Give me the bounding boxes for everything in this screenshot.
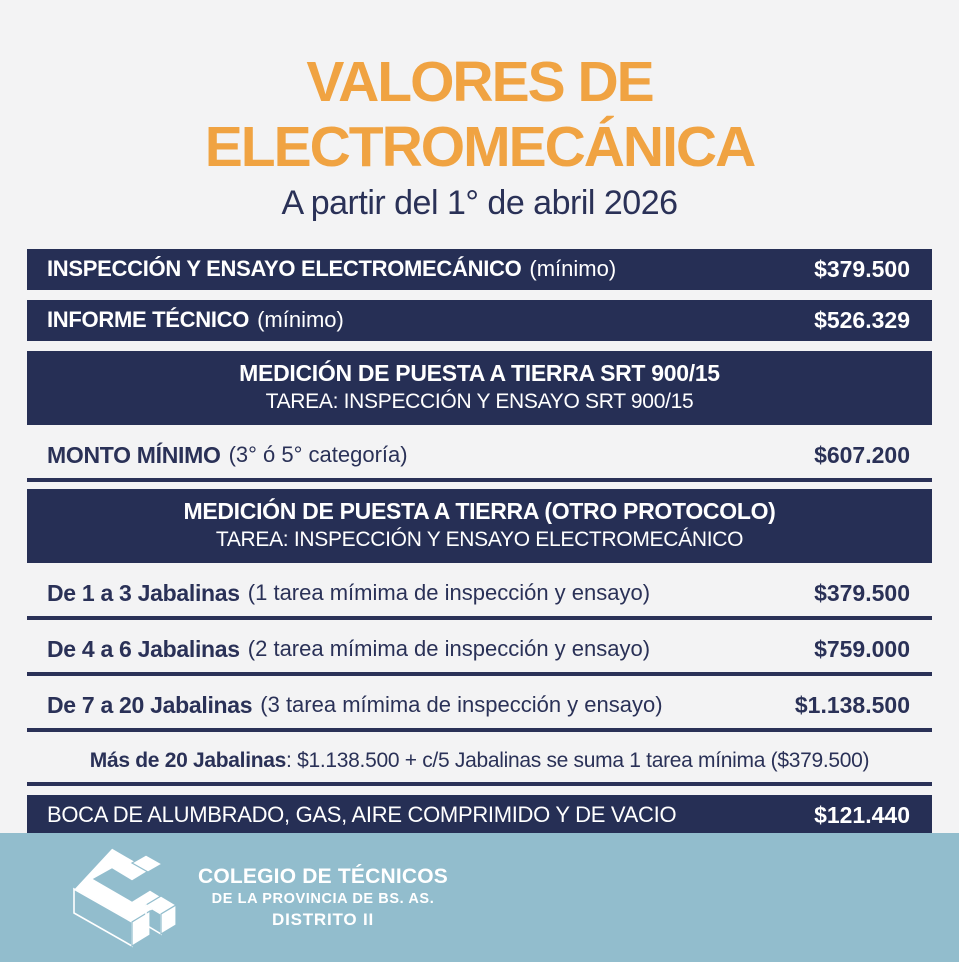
- row-price: $1.138.500: [794, 691, 910, 718]
- row-note: (3° ó 5° categoría): [228, 442, 408, 468]
- section-subtitle: TAREA: INSPECCIÓN Y ENSAYO ELECTROMECÁNI…: [215, 527, 744, 551]
- price-row-mas-de-20-jabalinas: Más de 20 Jabalinas: $1.138.500 + c/5 Ja…: [27, 739, 932, 786]
- row-label: INSPECCIÓN Y ENSAYO ELECTROMECÁNICO: [47, 256, 522, 282]
- row-price: $607.200: [814, 441, 910, 468]
- row-note: (1 tarea mímima de inspección y ensayo): [247, 580, 651, 606]
- org-name: COLEGIO DE TÉCNICOS: [198, 865, 448, 888]
- ct-isometric-logo-icon: [73, 846, 176, 947]
- row-price: $121.440: [814, 801, 910, 828]
- row-label: De 4 a 6 Jabalinas: [47, 635, 240, 662]
- row-price: $379.500: [814, 255, 910, 282]
- row-label: De 1 a 3 Jabalinas: [47, 579, 240, 606]
- section-header-puesta-tierra-srt: MEDICIÓN DE PUESTA A TIERRA SRT 900/15 T…: [27, 350, 932, 425]
- organization-name-block: COLEGIO DE TÉCNICOS DE LA PROVINCIA DE B…: [198, 865, 448, 930]
- price-row-4-6-jabalinas: De 4 a 6 Jabalinas (2 tarea mímima de in…: [27, 627, 932, 676]
- price-row-7-20-jabalinas: De 7 a 20 Jabalinas (3 tarea mímima de i…: [27, 683, 932, 732]
- section-title: MEDICIÓN DE PUESTA A TIERRA SRT 900/15: [239, 359, 720, 386]
- footer-band: COLEGIO DE TÉCNICOS DE LA PROVINCIA DE B…: [0, 833, 959, 962]
- page-title-line2: ELECTROMECÁNICA: [204, 114, 757, 179]
- row-note: (3 tarea mímima de inspección y ensayo): [260, 692, 663, 718]
- row-note: : $1.138.500 + c/5 Jabalinas se suma 1 t…: [286, 748, 870, 772]
- price-row-1-3-jabalinas: De 1 a 3 Jabalinas (1 tarea mímima de in…: [27, 571, 932, 620]
- row-price: $379.500: [814, 579, 910, 606]
- effective-date-subtitle: A partir del 1° de abril 2026: [281, 183, 678, 222]
- row-note: (2 tarea mímima de inspección y ensayo): [247, 636, 651, 662]
- price-row-inspeccion-ensayo: INSPECCIÓN Y ENSAYO ELECTROMECÁNICO (mín…: [27, 248, 932, 290]
- page-title-line1: VALORES DE: [306, 50, 654, 114]
- row-note: (mínimo): [529, 256, 617, 282]
- price-row-monto-minimo: MONTO MÍNIMO (3° ó 5° categoría) $607.20…: [27, 433, 932, 482]
- row-label: Más de 20 Jabalinas: [89, 748, 287, 772]
- row-price: $759.000: [814, 635, 910, 662]
- row-label: MONTO MÍNIMO: [47, 441, 221, 468]
- price-row-boca-alumbrado: BOCA DE ALUMBRADO, GAS, AIRE COMPRIMIDO …: [27, 794, 932, 836]
- row-label: INFORME TÉCNICO: [47, 307, 250, 333]
- section-header-puesta-tierra-otro-protocolo: MEDICIÓN DE PUESTA A TIERRA (OTRO PROTOC…: [27, 488, 932, 563]
- row-price: $526.329: [814, 306, 910, 333]
- page-title: VALORES DE ELECTROMECÁNICA: [27, 50, 932, 180]
- section-subtitle: TAREA: INSPECCIÓN Y ENSAYO SRT 900/15: [265, 389, 694, 413]
- org-district: DISTRITO II: [272, 910, 374, 929]
- row-label: De 7 a 20 Jabalinas: [47, 691, 253, 718]
- row-label: BOCA DE ALUMBRADO, GAS, AIRE COMPRIMIDO …: [47, 802, 677, 828]
- price-row-informe-tecnico: INFORME TÉCNICO (mínimo) $526.329: [27, 299, 932, 341]
- section-title: MEDICIÓN DE PUESTA A TIERRA (OTRO PROTOC…: [183, 497, 776, 524]
- row-note: (mínimo): [257, 307, 344, 333]
- org-province: DE LA PROVINCIA DE BS. AS.: [211, 891, 435, 907]
